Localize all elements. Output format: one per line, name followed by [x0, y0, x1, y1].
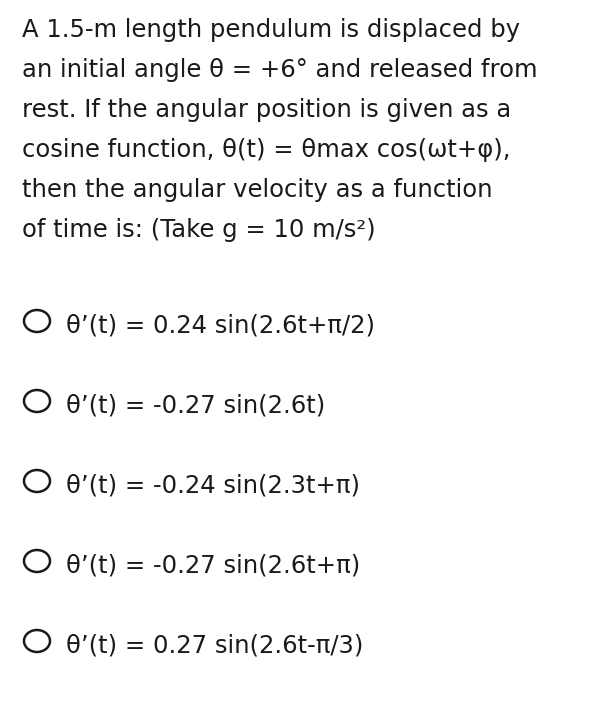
Text: cosine function, θ(t) = θmax cos(ωt+φ),: cosine function, θ(t) = θmax cos(ωt+φ),	[22, 138, 510, 162]
Text: of time is: (Take g = 10 m/s²): of time is: (Take g = 10 m/s²)	[22, 218, 376, 242]
Text: θ’(t) = -0.27 sin(2.6t+π): θ’(t) = -0.27 sin(2.6t+π)	[66, 553, 360, 577]
Text: rest. If the angular position is given as a: rest. If the angular position is given a…	[22, 98, 511, 122]
Text: θ’(t) = -0.24 sin(2.3t+π): θ’(t) = -0.24 sin(2.3t+π)	[66, 473, 360, 497]
Text: an initial angle θ = +6° and released from: an initial angle θ = +6° and released fr…	[22, 58, 538, 82]
Text: A 1.5-m length pendulum is displaced by: A 1.5-m length pendulum is displaced by	[22, 18, 520, 42]
Text: then the angular velocity as a function: then the angular velocity as a function	[22, 178, 493, 202]
Text: θ’(t) = 0.27 sin(2.6t-π/3): θ’(t) = 0.27 sin(2.6t-π/3)	[66, 633, 364, 657]
Text: θ’(t) = 0.24 sin(2.6t+π/2): θ’(t) = 0.24 sin(2.6t+π/2)	[66, 313, 375, 337]
Text: θ’(t) = -0.27 sin(2.6t): θ’(t) = -0.27 sin(2.6t)	[66, 393, 325, 417]
